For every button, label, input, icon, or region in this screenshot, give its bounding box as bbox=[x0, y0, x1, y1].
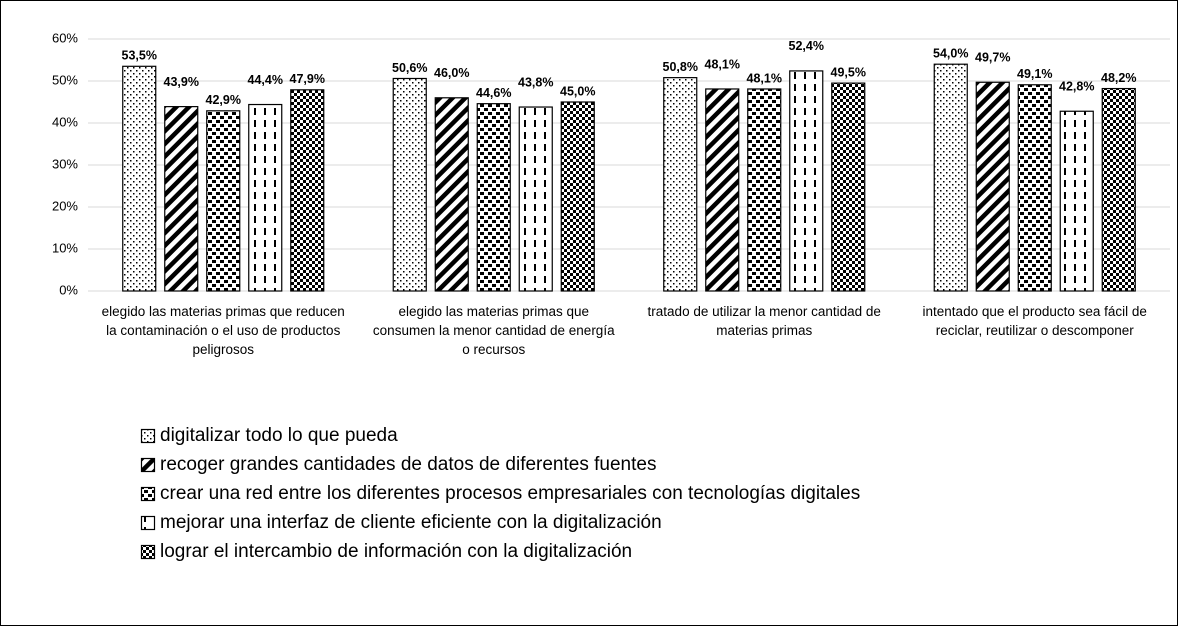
value-label: 44,6% bbox=[476, 86, 511, 100]
value-label: 48,2% bbox=[1101, 71, 1136, 85]
value-label: 48,1% bbox=[747, 71, 782, 85]
bar bbox=[975, 81, 1010, 292]
legend-swatch-box bbox=[140, 515, 156, 531]
bar bbox=[518, 106, 553, 292]
x-tick-label: intentado que el producto sea fácil de r… bbox=[922, 304, 1147, 338]
value-label: 54,0% bbox=[933, 46, 968, 60]
value-label: 49,5% bbox=[831, 65, 866, 79]
value-label: 43,8% bbox=[518, 75, 553, 89]
value-label: 53,5% bbox=[122, 49, 157, 63]
value-label: 43,9% bbox=[164, 75, 199, 89]
x-tick-label: elegido las materias primas que consumen… bbox=[372, 304, 615, 357]
value-label: 45,0% bbox=[560, 84, 595, 98]
value-label: 52,4% bbox=[789, 39, 824, 53]
value-label: 46,0% bbox=[434, 66, 469, 80]
bar bbox=[164, 106, 199, 292]
legend-label: mejorar una interfaz de cliente eficient… bbox=[160, 512, 662, 533]
legend-swatch bbox=[140, 486, 156, 502]
value-label: 42,9% bbox=[206, 93, 241, 107]
bar bbox=[122, 65, 157, 292]
bar bbox=[747, 88, 782, 292]
bar bbox=[705, 88, 740, 292]
value-label: 50,6% bbox=[392, 61, 427, 75]
value-label: 47,9% bbox=[290, 72, 325, 86]
y-tick-label: 60% bbox=[52, 30, 78, 45]
bar bbox=[290, 89, 325, 292]
x-tick-label: elegido las materias primas que reducen … bbox=[101, 304, 345, 357]
legend-swatch-box bbox=[140, 544, 156, 560]
y-tick-label: 30% bbox=[52, 156, 78, 171]
bar bbox=[206, 110, 241, 292]
legend-swatch bbox=[140, 515, 156, 531]
bar bbox=[1017, 84, 1052, 292]
value-label: 49,7% bbox=[975, 51, 1010, 65]
legend-swatch bbox=[140, 457, 156, 473]
bar bbox=[933, 63, 968, 292]
legend-swatch-box bbox=[140, 428, 156, 444]
legend-swatch-box bbox=[140, 486, 156, 502]
bar bbox=[392, 77, 427, 292]
value-label: 42,8% bbox=[1059, 80, 1094, 94]
legend-swatch bbox=[140, 428, 156, 444]
y-tick-label: 10% bbox=[52, 240, 78, 255]
x-tick-label: tratado de utilizar la menor cantidad de… bbox=[647, 304, 881, 338]
legend-item: lograr el intercambio de información con… bbox=[140, 541, 632, 563]
y-tick-label: 40% bbox=[52, 114, 78, 129]
y-tick-label: 50% bbox=[52, 72, 78, 87]
legend-item: digitalizar todo lo que pueda bbox=[140, 425, 398, 447]
bar bbox=[663, 77, 698, 292]
legend-label: recoger grandes cantidades de datos de d… bbox=[160, 454, 657, 475]
value-label: 44,4% bbox=[248, 73, 283, 87]
legend-label: digitalizar todo lo que pueda bbox=[160, 425, 398, 446]
y-tick-label: 0% bbox=[59, 282, 78, 297]
legend-item: recoger grandes cantidades de datos de d… bbox=[140, 454, 656, 476]
bar bbox=[831, 82, 866, 292]
legend-label: lograr el intercambio de información con… bbox=[160, 541, 633, 562]
bar bbox=[434, 97, 469, 292]
bar bbox=[476, 103, 511, 292]
bar bbox=[1101, 87, 1136, 292]
legend-item: mejorar una interfaz de cliente eficient… bbox=[140, 512, 662, 534]
legend-swatch-box bbox=[140, 457, 156, 473]
bar bbox=[248, 103, 283, 292]
bar bbox=[789, 70, 824, 292]
legend-item: crear una red entre los diferentes proce… bbox=[140, 483, 860, 505]
value-label: 50,8% bbox=[663, 60, 698, 74]
legend-swatch bbox=[140, 544, 156, 560]
y-tick-label: 20% bbox=[52, 198, 78, 213]
value-label: 48,1% bbox=[705, 57, 740, 71]
value-label: 49,1% bbox=[1017, 67, 1052, 81]
bar bbox=[560, 101, 595, 292]
legend-label: crear una red entre los diferentes proce… bbox=[160, 483, 861, 504]
bar bbox=[1059, 110, 1094, 292]
